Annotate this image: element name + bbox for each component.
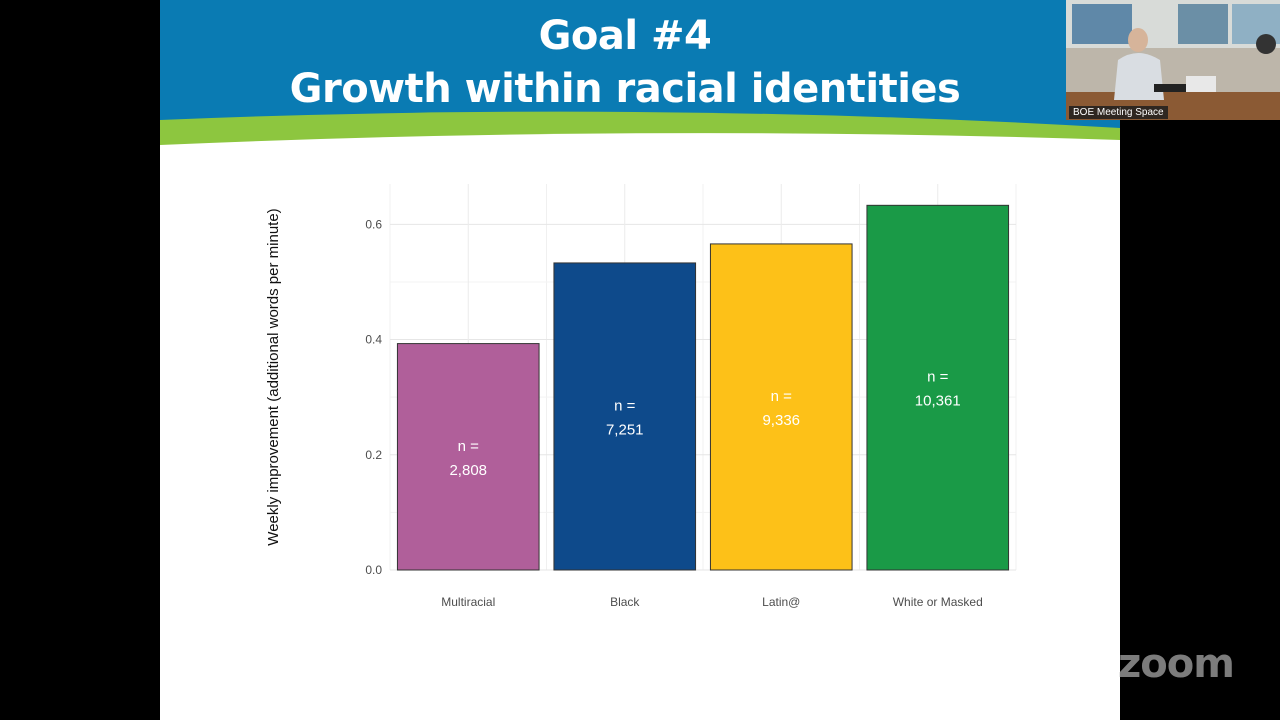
bar-data-label: 7,251 [606, 421, 644, 438]
y-axis-title: Weekly improvement (additional words per… [265, 208, 282, 545]
presentation-slide: Goal #4 Growth within racial identities … [160, 0, 1120, 720]
y-tick-label: 0.0 [365, 563, 382, 577]
header-banner [160, 0, 1120, 150]
x-tick-label: White or Masked [893, 595, 983, 609]
bar-multiracial [396, 343, 540, 571]
bar-chart: 0.0 0.2 0.4 0.6 Weekly improvement (addition… [250, 170, 1050, 630]
zoom-watermark-logo: zoom [1118, 641, 1235, 687]
slide-header: Goal #4 Growth within racial identities [160, 0, 1120, 150]
bar-chart-svg: 0.0 0.2 0.4 0.6 Weekly improvement (addition… [265, 184, 1017, 609]
y-tick-label: 0.6 [365, 217, 382, 231]
bar-data-label: n = [458, 438, 480, 455]
bar-data-label: 9,336 [762, 412, 800, 429]
y-tick-label: 0.2 [365, 448, 382, 462]
bar-black [553, 262, 697, 571]
x-tick-label: Black [610, 595, 640, 609]
slide-title-line2: Growth within racial identities [289, 66, 961, 112]
x-tick-label: Latin@ [762, 595, 800, 609]
bar-data-label: n = [614, 397, 636, 414]
slide-title: Goal #4 Growth within racial identities [160, 10, 1090, 116]
y-tick-label: 0.4 [365, 333, 382, 347]
bar-latin- [709, 243, 853, 571]
bar-data-label: 10,361 [915, 393, 961, 410]
slide-title-line1: Goal #4 [538, 13, 712, 59]
bar-data-label: n = [927, 369, 949, 386]
participant-video-feed [1066, 0, 1280, 120]
bar-data-label: n = [771, 388, 793, 405]
participant-video-tile[interactable]: BOE Meeting Space [1066, 0, 1280, 120]
bar-data-label: 2,808 [449, 462, 487, 479]
x-tick-label: Multiracial [441, 595, 495, 609]
participant-name-label: BOE Meeting Space [1069, 106, 1168, 119]
bar-white-or-masked [866, 204, 1010, 571]
